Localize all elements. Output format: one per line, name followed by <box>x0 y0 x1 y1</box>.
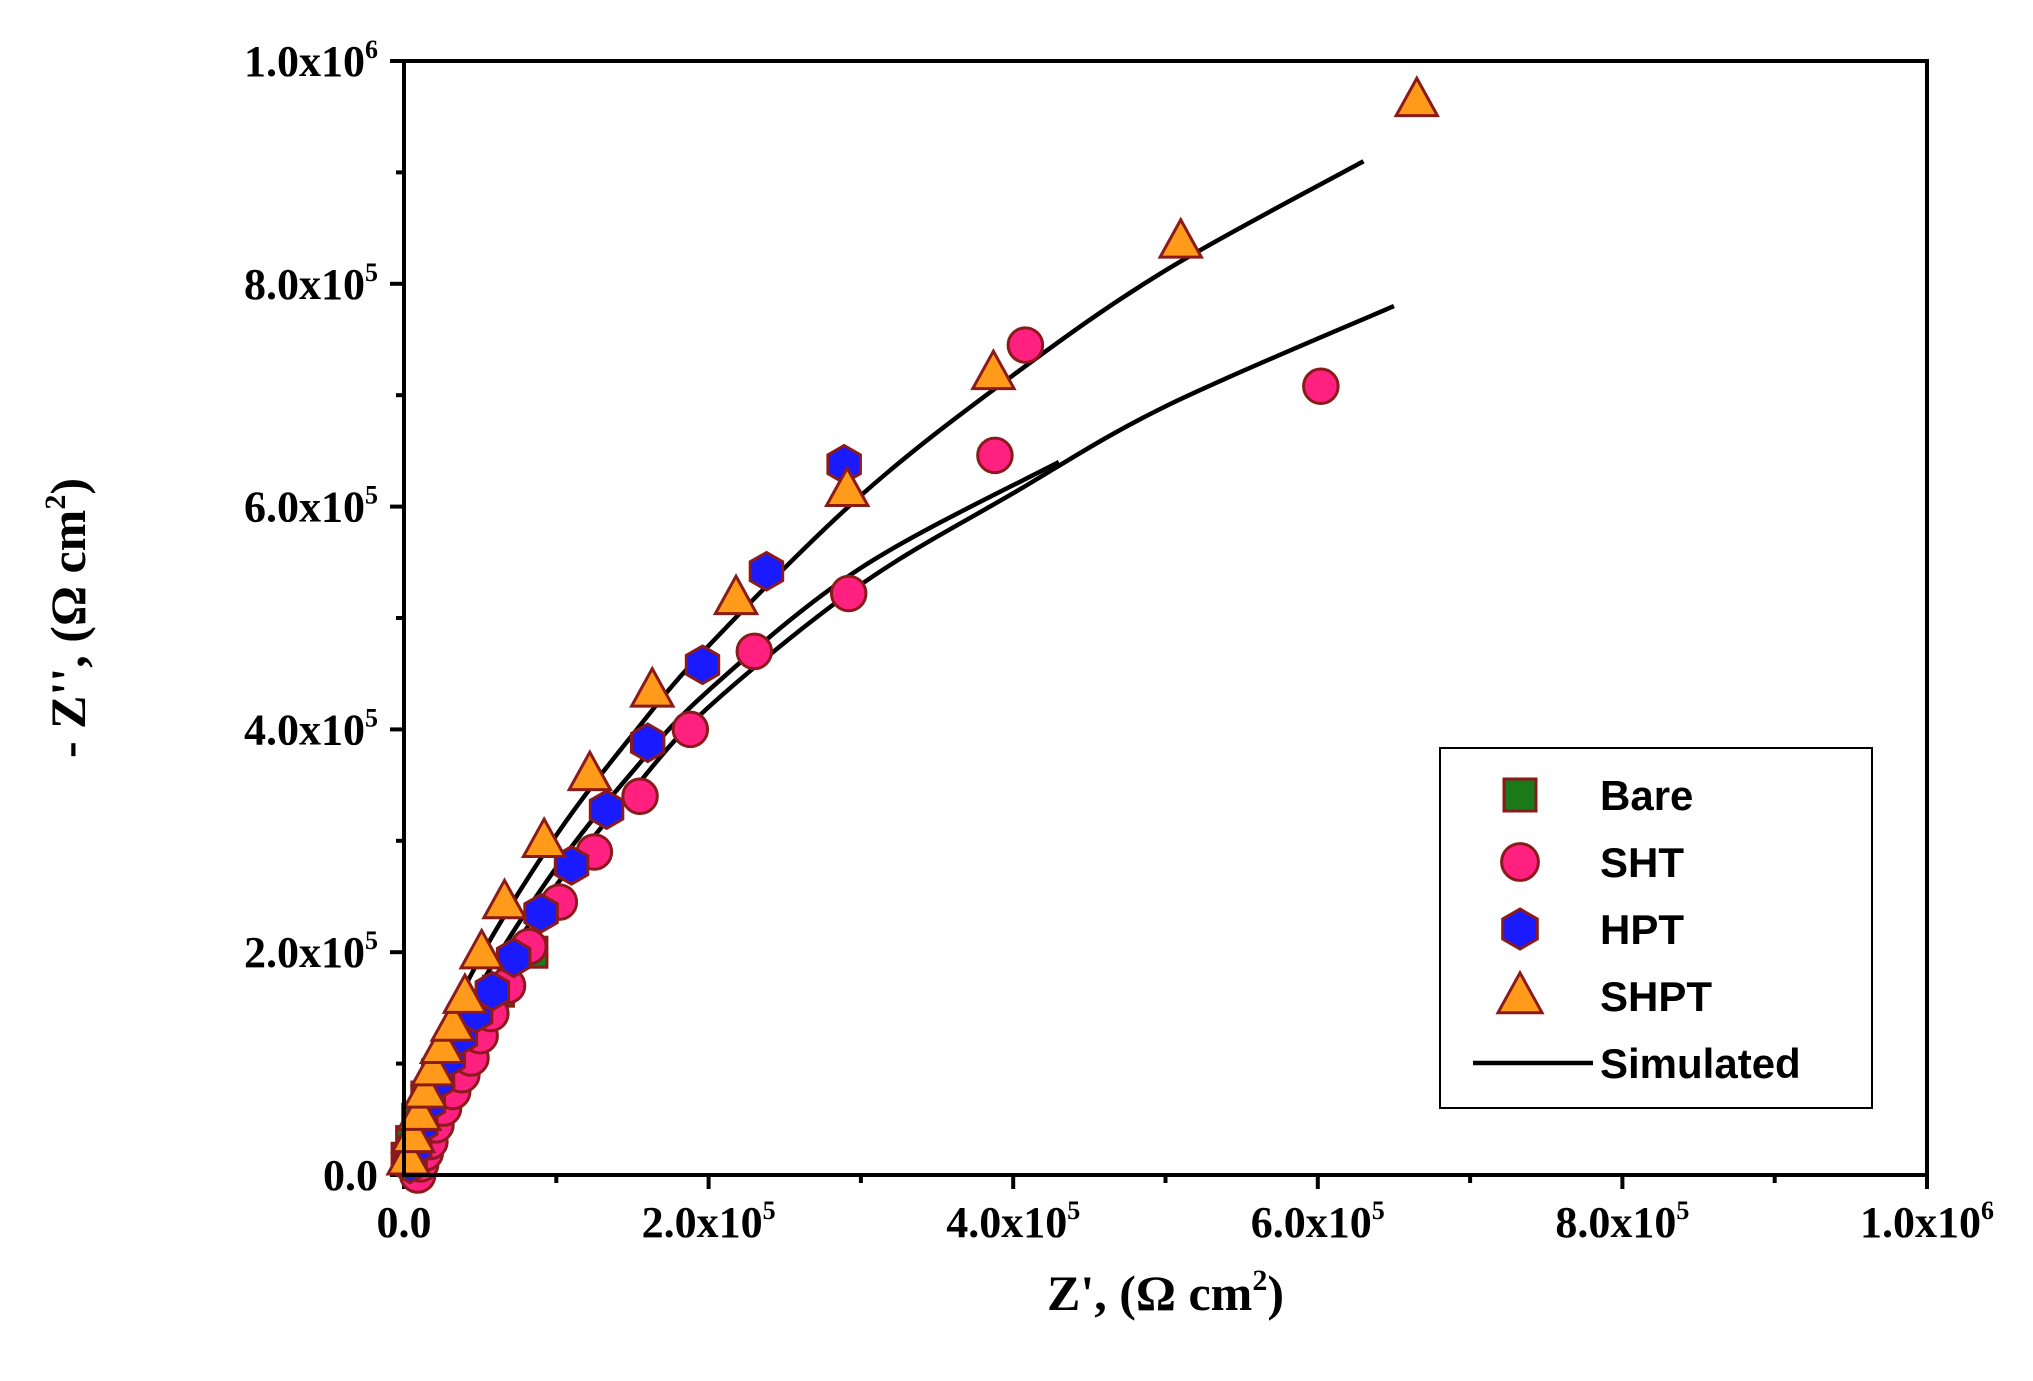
shpt-point <box>520 815 568 858</box>
legend-label-bare: Bare <box>1600 772 1693 819</box>
tick-labels: 0.0 2.0x105 4.0x105 6.0x105 8.0x105 1.0x106 0.… <box>244 35 1994 1247</box>
series-shpt <box>385 75 1440 1176</box>
data-markers <box>385 75 1440 1194</box>
x-axis-title-sup: 2 <box>1252 1264 1267 1297</box>
y-axis-title-end: ) <box>40 478 96 495</box>
hpt-point <box>523 892 559 934</box>
shpt-point <box>823 465 871 508</box>
sht-point <box>735 632 774 671</box>
shpt-point <box>396 1088 443 1131</box>
y-axis-title-main: - Z'', (Ω cm <box>40 510 96 758</box>
sht-point <box>829 574 868 613</box>
legend-marker-hpt <box>1501 907 1539 951</box>
legend-label-sht: SHT <box>1600 839 1684 886</box>
shpt-point <box>409 1044 457 1087</box>
y-tick-label: 1.0x106 <box>244 35 378 86</box>
y-axis-title: - Z'', (Ω cm2) <box>39 478 96 758</box>
sht-point <box>621 777 659 815</box>
x-tick-label: 8.0x105 <box>1555 1196 1689 1247</box>
legend-label-shpt: SHPT <box>1600 973 1712 1020</box>
x-axis-title-end: ) <box>1267 1265 1284 1321</box>
shpt-point <box>481 877 528 920</box>
sht-point <box>1302 367 1340 406</box>
legend-label-simulated: Simulated <box>1600 1040 1801 1087</box>
x-axis-title: Z', (Ω cm2) <box>1047 1264 1284 1321</box>
y-tick-label: 4.0x105 <box>244 703 378 754</box>
sht-point <box>976 436 1014 475</box>
hpt-point <box>684 644 721 686</box>
y-tick-label: 6.0x105 <box>244 481 378 532</box>
y-axis-title-sup: 2 <box>39 495 72 510</box>
shpt-point <box>1157 216 1204 259</box>
legend: Bare SHT HPT SHPT Simulated <box>1439 747 1873 1109</box>
shpt-point <box>458 927 505 970</box>
x-tick-label: 2.0x105 <box>642 1196 776 1247</box>
shpt-point <box>712 573 760 616</box>
plot-area-frame <box>402 59 1929 1177</box>
axes-layer <box>390 59 1929 1189</box>
x-tick-label: 4.0x105 <box>946 1196 1080 1247</box>
x-axis-title-main: Z', (Ω cm <box>1047 1265 1252 1321</box>
shpt-point <box>402 1066 449 1109</box>
shpt-point <box>970 348 1017 391</box>
legend-label-hpt: HPT <box>1600 906 1684 953</box>
y-tick-label: 2.0x105 <box>244 926 378 977</box>
sht-point <box>671 710 710 749</box>
shpt-point <box>418 1022 466 1065</box>
shpt-point <box>629 665 676 708</box>
legend-marker-bare <box>1502 777 1538 813</box>
shpt-point <box>429 999 476 1042</box>
legend-marker-shpt <box>1495 969 1545 1015</box>
y-tick-label: 8.0x105 <box>244 258 378 309</box>
x-tick-label: 0.0 <box>377 1198 432 1247</box>
sht-point <box>1006 326 1045 364</box>
hpt-point <box>588 789 625 831</box>
hpt-point <box>748 550 785 592</box>
y-tick-label: 0.0 <box>323 1151 378 1200</box>
x-tick-label: 6.0x105 <box>1251 1196 1385 1247</box>
hpt-point <box>474 970 511 1012</box>
shpt-point <box>441 971 489 1014</box>
x-tick-label: 1.0x106 <box>1860 1196 1994 1247</box>
hpt-point <box>495 937 532 979</box>
hpt-point <box>629 722 666 764</box>
shpt-point <box>566 749 614 792</box>
legend-marker-sht <box>1500 842 1540 882</box>
shpt-point <box>1393 75 1440 118</box>
